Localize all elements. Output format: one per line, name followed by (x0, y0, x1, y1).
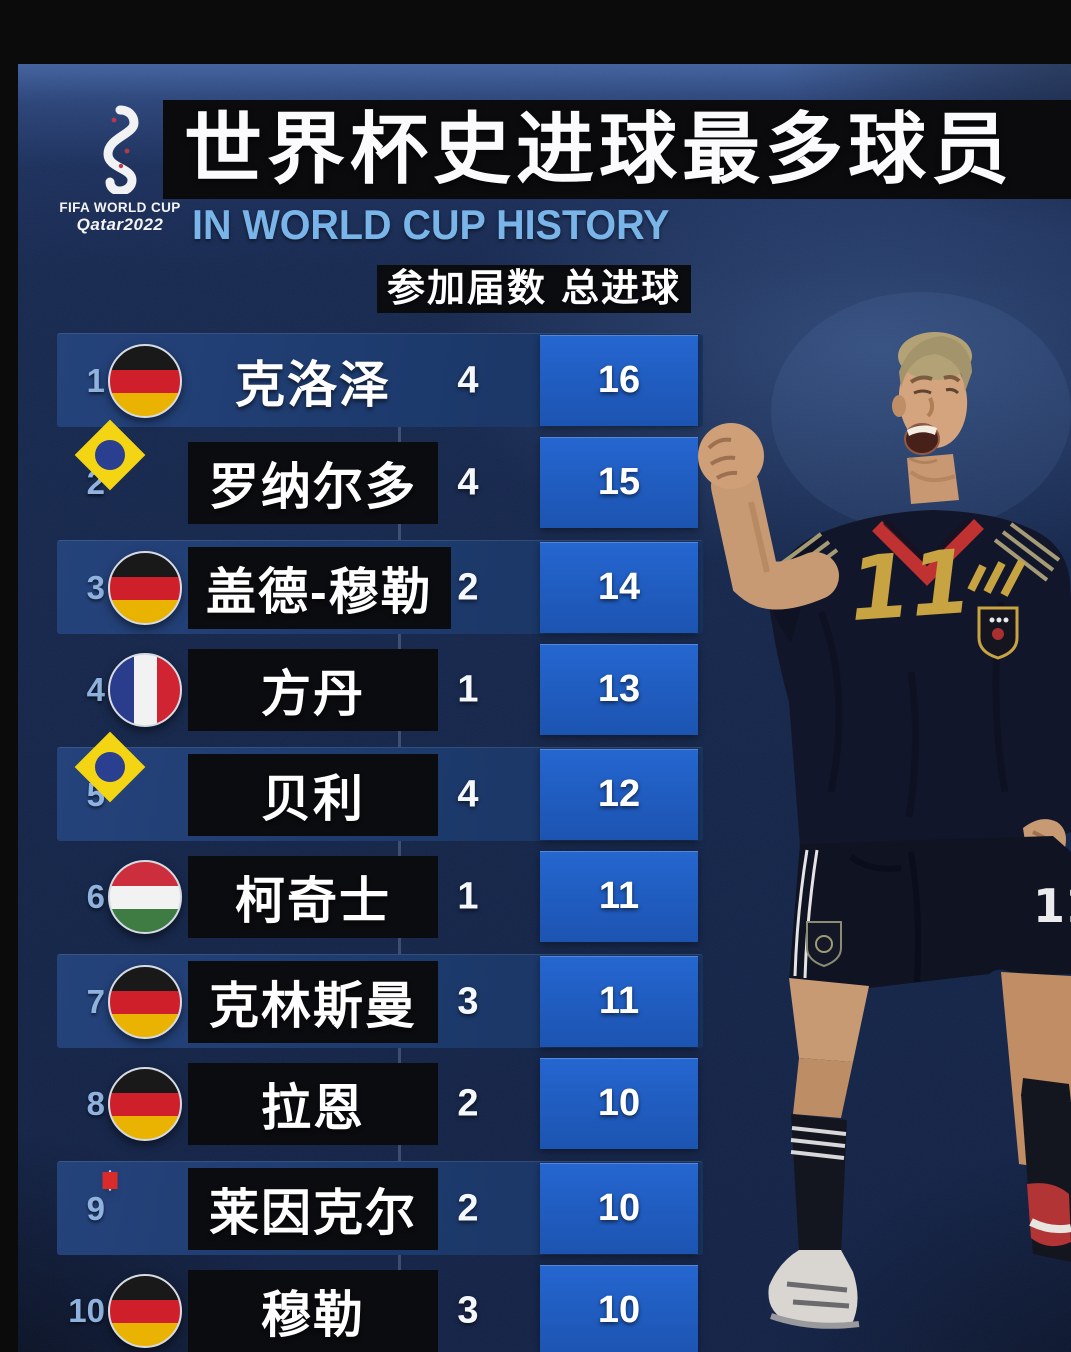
rank-label: 3 (86, 568, 105, 606)
player-name: 柯奇士 (188, 855, 438, 938)
appearances-value: 2 (457, 566, 479, 608)
player-name: 拉恩 (188, 1062, 438, 1145)
page-title: 世界杯史进球最多球员 (184, 105, 1015, 193)
england-flag-icon (108, 1170, 112, 1191)
table-row: 5 贝利 4 12 (57, 747, 703, 841)
goals-value: 16 (540, 335, 698, 426)
table-row: 4 方丹 1 13 (57, 643, 703, 736)
table-row: 10 穆勒 3 10 (57, 1264, 703, 1352)
goals-value: 11 (540, 851, 698, 942)
table-row: 7 克林斯曼 3 11 (57, 954, 703, 1048)
page-subtitle: IN WORLD CUP HISTORY (192, 201, 670, 248)
goals-value: 11 (540, 956, 698, 1047)
appearances-value: 3 (457, 980, 479, 1022)
player-name: 莱因克尔 (188, 1167, 438, 1250)
goals-value: 10 (540, 1265, 698, 1352)
france-flag-icon (108, 653, 182, 727)
germany-flag-icon (108, 965, 182, 1039)
brazil-flag-icon (108, 756, 112, 777)
player-name: 方丹 (188, 648, 438, 731)
column-header-appearances: 参加届数 (377, 265, 558, 313)
germany-flag-icon (108, 1067, 182, 1141)
rank-label: 7 (86, 982, 105, 1020)
brazil-flag-icon (108, 444, 112, 465)
appearances-value: 2 (457, 1082, 479, 1124)
table-row: 9 莱因克尔 2 10 (57, 1161, 703, 1255)
appearances-value: 4 (457, 461, 479, 503)
player-name: 盖德-穆勒 (188, 546, 451, 629)
table-row: 8 拉恩 2 10 (57, 1057, 703, 1150)
table-row: 1 克洛泽 4 16 (57, 333, 703, 427)
appearances-value: 3 (457, 1289, 479, 1331)
rank-label: 10 (68, 1291, 105, 1329)
rank-label: 6 (86, 877, 105, 915)
germany-flag-icon (108, 1274, 182, 1348)
player-name: 罗纳尔多 (188, 441, 438, 524)
hungary-flag-icon (108, 860, 182, 934)
player-name: 贝利 (188, 753, 438, 836)
player-name: 克林斯曼 (188, 960, 438, 1043)
appearances-value: 4 (457, 773, 479, 815)
appearances-value: 2 (457, 1187, 479, 1229)
appearances-value: 4 (457, 359, 479, 401)
player-name: 克洛泽 (235, 356, 391, 413)
qatar-2022-emblem-icon (103, 105, 139, 194)
germany-flag-icon (108, 344, 182, 418)
fifa-world-cup-logo: FIFA WORLD CUP Qatar2022 (55, 104, 185, 235)
table-row: 2 罗纳尔多 4 15 (57, 436, 703, 529)
title-bar: 世界杯史进球最多球员 (163, 100, 1071, 199)
goals-value: 15 (540, 437, 698, 528)
column-divider (398, 333, 401, 1352)
goals-value: 12 (540, 749, 698, 840)
appearances-value: 1 (457, 875, 479, 917)
jersey-number: 11 (846, 530, 975, 641)
klose-celebration-photo: 11 11 (698, 292, 1071, 1329)
germany-flag-icon (108, 551, 182, 625)
logo-line1: FIFA WORLD CUP (59, 200, 181, 215)
goals-value: 10 (540, 1163, 698, 1254)
rank-label: 4 (86, 670, 105, 708)
shorts-number: 11 (1033, 879, 1071, 933)
column-header-goals: 总进球 (551, 265, 692, 313)
player-name: 穆勒 (188, 1269, 438, 1352)
appearances-value: 1 (457, 668, 479, 710)
rank-label: 9 (86, 1189, 105, 1227)
table-row: 3 盖德-穆勒 2 14 (57, 540, 703, 634)
goals-value: 10 (540, 1058, 698, 1149)
rank-label: 8 (86, 1084, 105, 1122)
rank-label: 1 (86, 361, 105, 399)
table-row: 6 柯奇士 1 11 (57, 850, 703, 943)
goals-value: 14 (540, 542, 698, 633)
logo-line2: Qatar2022 (76, 215, 164, 234)
goals-value: 13 (540, 644, 698, 735)
